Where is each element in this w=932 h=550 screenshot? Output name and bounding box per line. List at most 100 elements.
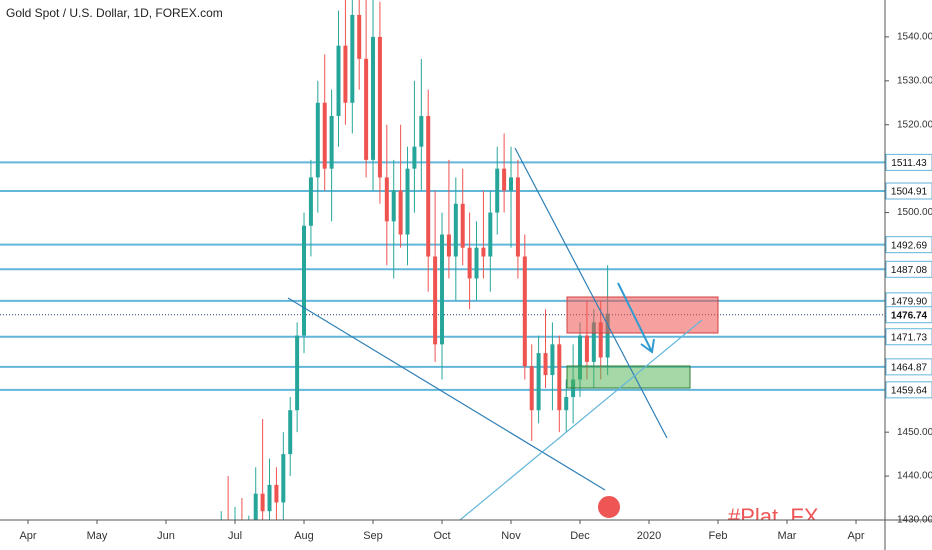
candle-body [426, 115, 431, 257]
candle-body [453, 203, 458, 257]
chart-title: Gold Spot / U.S. Dollar, 1D, FOREX.com [6, 6, 223, 20]
candle-body [584, 335, 589, 362]
candle-body [295, 335, 300, 411]
candle-body [474, 247, 479, 279]
level-label: 1487.08 [891, 265, 928, 276]
arrow [617, 282, 655, 354]
candle-body [440, 234, 445, 345]
trend-line [287, 297, 606, 491]
level-label: 1504.91 [891, 187, 928, 198]
candle-body [446, 234, 451, 257]
candle-body [267, 484, 272, 512]
candle-body [336, 45, 341, 116]
y-tick-label: 1430.00 [897, 515, 932, 526]
axes: Apr May Jun Jul Aug Sep Oct Nov Dec 2020 Feb Mar Apr… [19, 32, 932, 542]
demand-zone [566, 365, 691, 389]
candle-body [350, 14, 355, 103]
level-label-box [885, 381, 932, 399]
watermark: #Plat_FX [728, 504, 819, 529]
candle-body [308, 177, 313, 226]
candle-body [460, 203, 465, 248]
candle-body [578, 335, 583, 380]
trend-line [459, 319, 703, 520]
candle-body [315, 102, 320, 178]
level-label-box [885, 358, 932, 376]
candle-body [564, 397, 569, 411]
candle-body [302, 225, 307, 336]
candle-body [260, 493, 265, 512]
candle-body [274, 484, 279, 503]
candle-body [522, 256, 527, 367]
x-tick-label: Jun [157, 530, 175, 542]
level-label: 1464.87 [891, 362, 928, 373]
candle-body [557, 344, 562, 411]
candle-body [391, 190, 396, 222]
candle-body [605, 313, 610, 358]
candle-body [481, 247, 486, 257]
candle-body [405, 168, 410, 235]
candle-body [536, 353, 541, 411]
current-price-label: 1476.74 [891, 310, 928, 321]
candle-body [253, 493, 258, 520]
x-tick-label: Nov [501, 530, 521, 542]
level-label-box [885, 182, 932, 200]
candle-body [543, 353, 548, 376]
x-tick-label: 2020 [637, 530, 661, 542]
x-tick-label: Apr [19, 530, 36, 542]
candle-body [322, 102, 327, 169]
candle-body [467, 247, 472, 279]
y-tick-label: 1520.00 [897, 119, 932, 130]
candle-body [412, 146, 417, 169]
candle-body [364, 58, 369, 160]
y-tick-label: 1450.00 [897, 427, 932, 438]
level-label: 1459.64 [891, 385, 928, 396]
candle-body [591, 322, 596, 362]
x-tick-label: May [87, 530, 108, 542]
candle-body [509, 177, 514, 191]
candle-body [371, 36, 376, 160]
y-tick-label: 1540.00 [897, 32, 932, 43]
candle-body [495, 168, 500, 213]
candle-body [598, 322, 603, 358]
x-tick-label: Aug [294, 530, 314, 542]
candle-body [343, 45, 348, 103]
current-price-box [885, 306, 932, 324]
x-tick-label: Oct [433, 530, 450, 542]
level-label-box [885, 153, 932, 171]
candle-body [529, 366, 534, 411]
x-tick-label: Feb [709, 530, 728, 542]
candle-body [398, 190, 403, 235]
level-label-box [885, 260, 932, 278]
x-tick-label: Dec [570, 530, 590, 542]
supply-zone [566, 296, 719, 334]
candle-body [357, 14, 362, 59]
candle-body [288, 410, 293, 455]
x-tick-label: Sep [363, 530, 383, 542]
candle-body [419, 115, 424, 147]
level-label-box [885, 236, 932, 254]
candle-body [550, 344, 555, 376]
y-tick-label: 1500.00 [897, 207, 932, 218]
trend-line [514, 147, 668, 439]
level-label: 1471.73 [891, 332, 928, 343]
candle-body [281, 454, 286, 503]
level-label: 1492.69 [891, 240, 928, 251]
candle-body [377, 36, 382, 178]
y-tick-label: 1530.00 [897, 75, 932, 86]
y-tick-label: 1440.00 [897, 471, 932, 482]
drawings: #Plat_FX [287, 147, 819, 529]
candle-body [488, 212, 493, 257]
x-tick-label: Mar [778, 530, 797, 542]
candle-body [329, 115, 334, 169]
x-tick-label: Jul [228, 530, 242, 542]
candle-body [433, 256, 438, 345]
level-label: 1511.43 [891, 158, 927, 169]
candle-body [384, 177, 389, 222]
level-label-box [885, 328, 932, 346]
candle-body [502, 168, 507, 191]
logo [596, 494, 622, 520]
x-tick-label: Apr [847, 530, 864, 542]
